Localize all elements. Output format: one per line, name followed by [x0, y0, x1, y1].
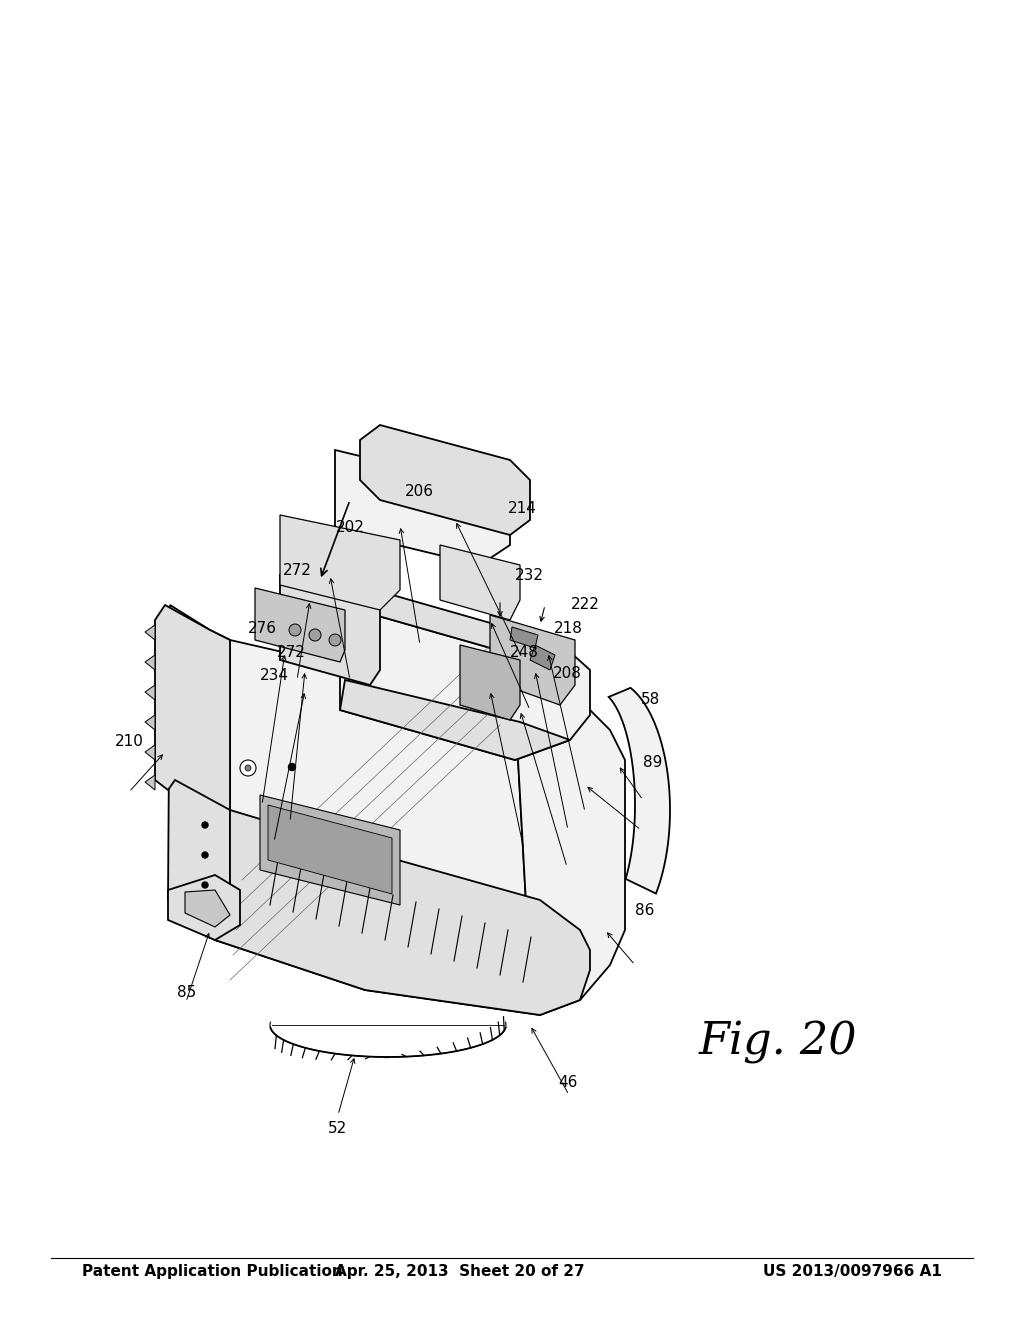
- Polygon shape: [510, 627, 538, 648]
- Text: 218: 218: [554, 620, 583, 636]
- Text: 234: 234: [260, 668, 289, 684]
- Text: 52: 52: [329, 1121, 347, 1137]
- Polygon shape: [255, 587, 345, 663]
- Circle shape: [289, 624, 301, 636]
- Polygon shape: [185, 890, 230, 927]
- Polygon shape: [230, 640, 530, 975]
- Circle shape: [289, 763, 296, 771]
- Circle shape: [245, 766, 251, 771]
- Polygon shape: [360, 425, 530, 535]
- Text: 272: 272: [276, 644, 305, 660]
- Circle shape: [202, 851, 208, 858]
- Polygon shape: [168, 605, 230, 940]
- Text: 85: 85: [177, 985, 196, 1001]
- Polygon shape: [340, 579, 515, 655]
- Text: Apr. 25, 2013  Sheet 20 of 27: Apr. 25, 2013 Sheet 20 of 27: [335, 1265, 585, 1279]
- Text: 214: 214: [508, 500, 537, 516]
- Polygon shape: [145, 775, 155, 789]
- Text: 248: 248: [510, 644, 539, 660]
- Text: Fig. 20: Fig. 20: [699, 1022, 857, 1064]
- Text: Patent Application Publication: Patent Application Publication: [82, 1265, 343, 1279]
- Polygon shape: [530, 645, 555, 671]
- Polygon shape: [280, 515, 400, 610]
- Text: US 2013/0097966 A1: US 2013/0097966 A1: [763, 1265, 942, 1279]
- Polygon shape: [335, 450, 510, 565]
- Text: 89: 89: [643, 755, 663, 771]
- Text: 202: 202: [336, 520, 365, 536]
- Circle shape: [309, 630, 321, 642]
- Text: 206: 206: [406, 483, 434, 499]
- Text: 272: 272: [283, 562, 311, 578]
- Polygon shape: [215, 906, 555, 1015]
- Polygon shape: [268, 805, 392, 894]
- Polygon shape: [340, 680, 570, 760]
- Polygon shape: [145, 624, 155, 640]
- Text: 58: 58: [641, 692, 660, 708]
- Polygon shape: [145, 655, 155, 671]
- Polygon shape: [215, 906, 535, 1010]
- Text: 232: 232: [515, 568, 544, 583]
- Circle shape: [240, 760, 256, 776]
- Polygon shape: [215, 810, 590, 1015]
- Polygon shape: [145, 685, 155, 700]
- Polygon shape: [510, 690, 625, 1015]
- Text: 210: 210: [115, 734, 143, 750]
- Circle shape: [202, 882, 208, 888]
- Circle shape: [329, 634, 341, 645]
- Polygon shape: [168, 875, 240, 940]
- Polygon shape: [145, 744, 155, 760]
- Text: 276: 276: [248, 620, 276, 636]
- Text: 222: 222: [571, 597, 600, 612]
- Polygon shape: [145, 715, 155, 730]
- Text: 46: 46: [559, 1074, 578, 1090]
- Polygon shape: [260, 795, 400, 906]
- Polygon shape: [280, 576, 380, 685]
- Text: 86: 86: [635, 903, 654, 919]
- Polygon shape: [340, 605, 590, 760]
- Circle shape: [202, 822, 208, 828]
- Text: 208: 208: [553, 665, 582, 681]
- Polygon shape: [440, 545, 520, 620]
- Polygon shape: [490, 615, 575, 705]
- Polygon shape: [460, 645, 520, 719]
- Polygon shape: [608, 688, 670, 894]
- Polygon shape: [155, 605, 230, 810]
